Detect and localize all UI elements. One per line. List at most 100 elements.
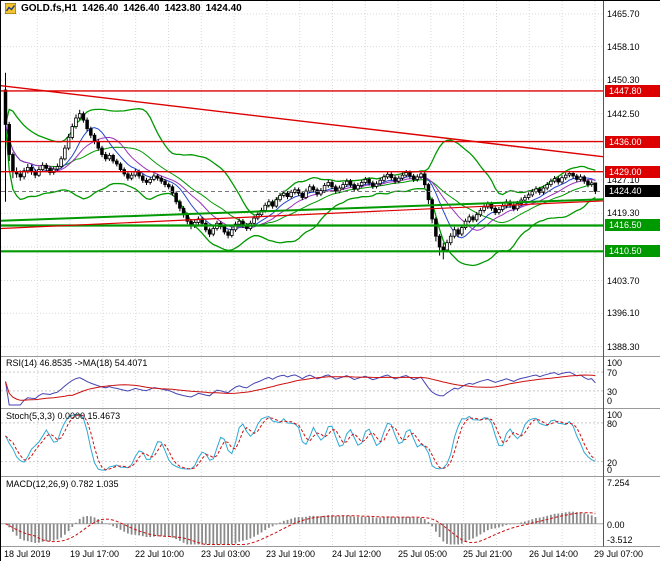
candle-body xyxy=(512,204,516,210)
rsi-panel-label: RSI(14) 46.8535 ->MA(18) 54.4071 xyxy=(6,358,148,368)
candle-body xyxy=(434,218,438,237)
candle-body xyxy=(578,176,583,180)
time-axis-label: 23 Jul 19:00 xyxy=(266,549,316,559)
candle-body xyxy=(270,201,275,207)
candle-body xyxy=(478,209,483,216)
candle-body xyxy=(515,203,520,210)
candle-body xyxy=(89,128,93,136)
macd-signal-line xyxy=(5,512,596,545)
candle-body xyxy=(103,154,108,160)
price-axis-label: 1458.10 xyxy=(607,42,640,52)
candle-body xyxy=(207,229,212,235)
candle-body xyxy=(85,119,89,130)
candle-body xyxy=(278,194,282,201)
rsi-axis-label: 30 xyxy=(607,387,618,397)
candle-body xyxy=(163,180,167,185)
candle-body xyxy=(359,182,364,186)
candle-body xyxy=(404,172,408,176)
chart-header: GOLD.fs,H1 1426.40 1426.40 1423.80 1424.… xyxy=(4,2,242,15)
rsi-axis-label: 100 xyxy=(607,358,623,368)
candle-body xyxy=(126,173,130,179)
candle-body xyxy=(389,173,394,179)
candle-body xyxy=(44,164,49,169)
candle-body xyxy=(129,174,134,179)
candle-body xyxy=(371,182,375,187)
candle-body xyxy=(374,183,379,187)
candle-body xyxy=(341,184,345,189)
candle-body xyxy=(252,217,256,224)
candle-body xyxy=(300,192,305,198)
candle-body xyxy=(115,160,119,165)
candle-body xyxy=(345,180,349,185)
ohlc-close: 1424.40 xyxy=(205,3,242,14)
macd-panel-label: MACD(12,26,9) 0.782 1.035 xyxy=(6,479,119,489)
candle-body xyxy=(307,186,312,192)
candle-body xyxy=(59,158,63,167)
candle-body xyxy=(285,192,290,197)
candle-body xyxy=(55,166,60,170)
candle-body xyxy=(448,235,453,244)
time-axis-label: 24 Jul 12:00 xyxy=(332,549,382,559)
candle-body xyxy=(575,175,579,180)
candle-body xyxy=(322,185,327,192)
candle-body xyxy=(382,176,386,181)
candle-body xyxy=(467,216,471,222)
candle-body xyxy=(397,177,401,182)
macd-axis-label: 7.254 xyxy=(607,478,630,488)
trendline[interactable] xyxy=(1,85,604,158)
chart-window-icon xyxy=(4,2,17,15)
candle-body xyxy=(437,235,442,248)
candle-body xyxy=(523,197,527,201)
candle-body xyxy=(452,229,457,237)
candle-body xyxy=(593,182,598,192)
candle-body xyxy=(170,186,175,194)
candle-body xyxy=(274,199,279,207)
candle-body xyxy=(226,231,230,236)
candle-body xyxy=(456,229,460,235)
bollinger-upper-band xyxy=(4,108,596,216)
candle-body xyxy=(567,172,572,176)
candle-body xyxy=(582,176,587,182)
candle-body xyxy=(174,192,178,203)
candle-body xyxy=(66,136,71,149)
candle-body xyxy=(230,229,234,236)
symbol-timeframe-label: GOLD.fs,H1 xyxy=(21,3,78,14)
ohlc-low: 1423.80 xyxy=(164,3,201,14)
candle-body xyxy=(408,172,412,177)
candle-body xyxy=(263,204,267,211)
candle-body xyxy=(100,147,104,155)
candle-body xyxy=(556,178,561,183)
candle-body xyxy=(471,216,475,221)
candle-body xyxy=(22,170,26,178)
time-axis-label: 29 Jul 07:00 xyxy=(594,549,644,559)
candle-body xyxy=(141,175,145,181)
candle-body xyxy=(304,190,308,198)
candle-body xyxy=(426,184,431,201)
candle-body xyxy=(92,134,97,142)
candle-body xyxy=(526,194,531,198)
candle-body xyxy=(385,173,390,178)
candle-body xyxy=(419,173,423,178)
candle-body xyxy=(237,220,241,225)
candle-body xyxy=(330,182,334,188)
macd-axis-label: 0.00 xyxy=(607,520,625,530)
trendline[interactable] xyxy=(1,198,604,222)
rsi-line xyxy=(5,371,596,406)
price-axis-label: 1450.30 xyxy=(607,75,640,85)
candle-body xyxy=(356,185,360,190)
candle-body xyxy=(11,154,15,173)
candle-body xyxy=(7,124,11,155)
candle-body xyxy=(415,176,420,180)
candle-body xyxy=(563,174,568,179)
candle-body xyxy=(549,180,553,185)
trendline[interactable] xyxy=(1,200,604,230)
candle-body xyxy=(96,141,101,149)
candle-body xyxy=(378,179,382,185)
candle-body xyxy=(493,207,497,214)
candle-body xyxy=(441,246,446,251)
candle-body xyxy=(155,175,160,179)
candle-body xyxy=(560,177,564,183)
candle-body xyxy=(400,174,405,179)
candle-body xyxy=(393,177,397,182)
